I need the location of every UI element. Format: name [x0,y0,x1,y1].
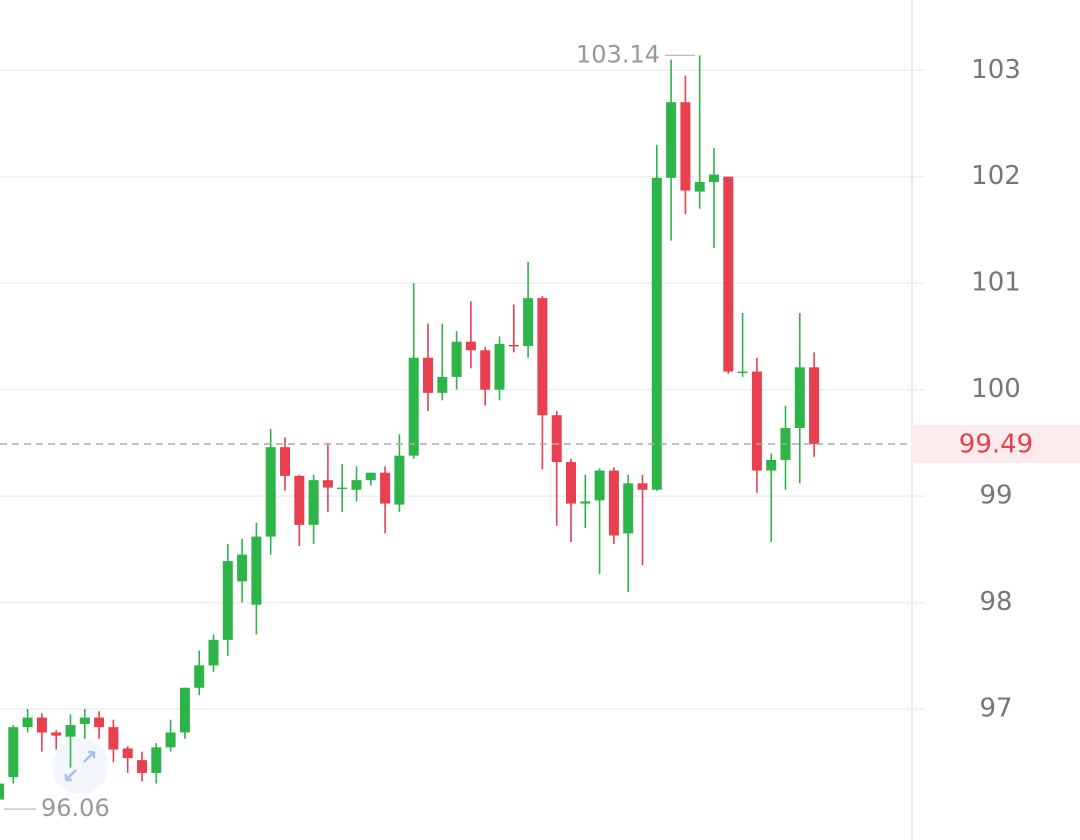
candle-body [480,350,491,390]
candle-body [651,177,662,490]
y-tick-label: 103 [971,55,1021,85]
candle-body [8,727,19,778]
candle-body [194,665,205,688]
candle-body [365,472,376,481]
candle-body [451,341,462,377]
candle-body [208,639,219,666]
candle-body [809,367,820,444]
candle-body [751,371,762,471]
y-tick-label: 98 [979,587,1012,617]
candle-body [51,732,62,736]
candle-body [151,747,162,773]
last-price-label: 99.49 [959,429,1033,459]
y-tick-label: 101 [971,268,1021,298]
candle-body [36,717,47,733]
candle-body [423,357,433,393]
candle-body [737,371,748,374]
candle-body [680,102,691,191]
candle-body [408,357,419,456]
candle-body [165,732,176,748]
candle-body [79,717,90,724]
candle-body [251,536,262,605]
candle-body [694,182,705,192]
candle-body [179,687,190,733]
expand-icon[interactable] [52,738,108,794]
candle-body [766,459,777,471]
y-tick-label: 100 [971,374,1021,404]
candle-body [308,480,319,525]
candle-body [108,727,119,750]
candle-body [594,470,605,501]
y-tick-label: 102 [971,161,1021,191]
candle-body [508,344,519,347]
candle-body [237,554,248,582]
candle-body [637,483,648,490]
candle-body [537,298,548,416]
y-tick-label: 99 [979,481,1012,511]
candle-body [566,462,576,504]
candle-body [265,447,276,537]
candle-body [623,483,634,534]
last-price-box [912,424,1080,463]
candle-body [94,717,105,728]
candle-body [222,561,233,640]
candle-body [580,501,591,504]
candle-body [523,298,534,347]
candle-body [608,470,619,536]
min-label: 96.06 [41,794,110,822]
candle-body [22,717,33,728]
candle-body [494,343,505,390]
candle-body [280,447,290,476]
max-label: 103.14 [576,40,660,68]
candle-body [65,725,76,737]
expand-icon-arrows [64,750,96,782]
candle-body [337,487,348,490]
candle-body [437,376,448,393]
candle-body [394,455,405,505]
candle-body [322,480,333,488]
candle-body [351,480,362,490]
candle-body [465,341,476,351]
candle-body [666,102,677,178]
candle-body [709,174,719,183]
candle-body [294,475,305,525]
candle-body [723,176,734,372]
candle-body [0,783,4,800]
y-tick-label: 97 [979,694,1012,724]
candle-body [380,472,391,504]
candle-body [551,415,562,463]
expand-icon-bg [52,738,108,794]
candle-body [137,760,147,773]
candle-body [122,748,133,759]
candle-body [794,367,805,428]
